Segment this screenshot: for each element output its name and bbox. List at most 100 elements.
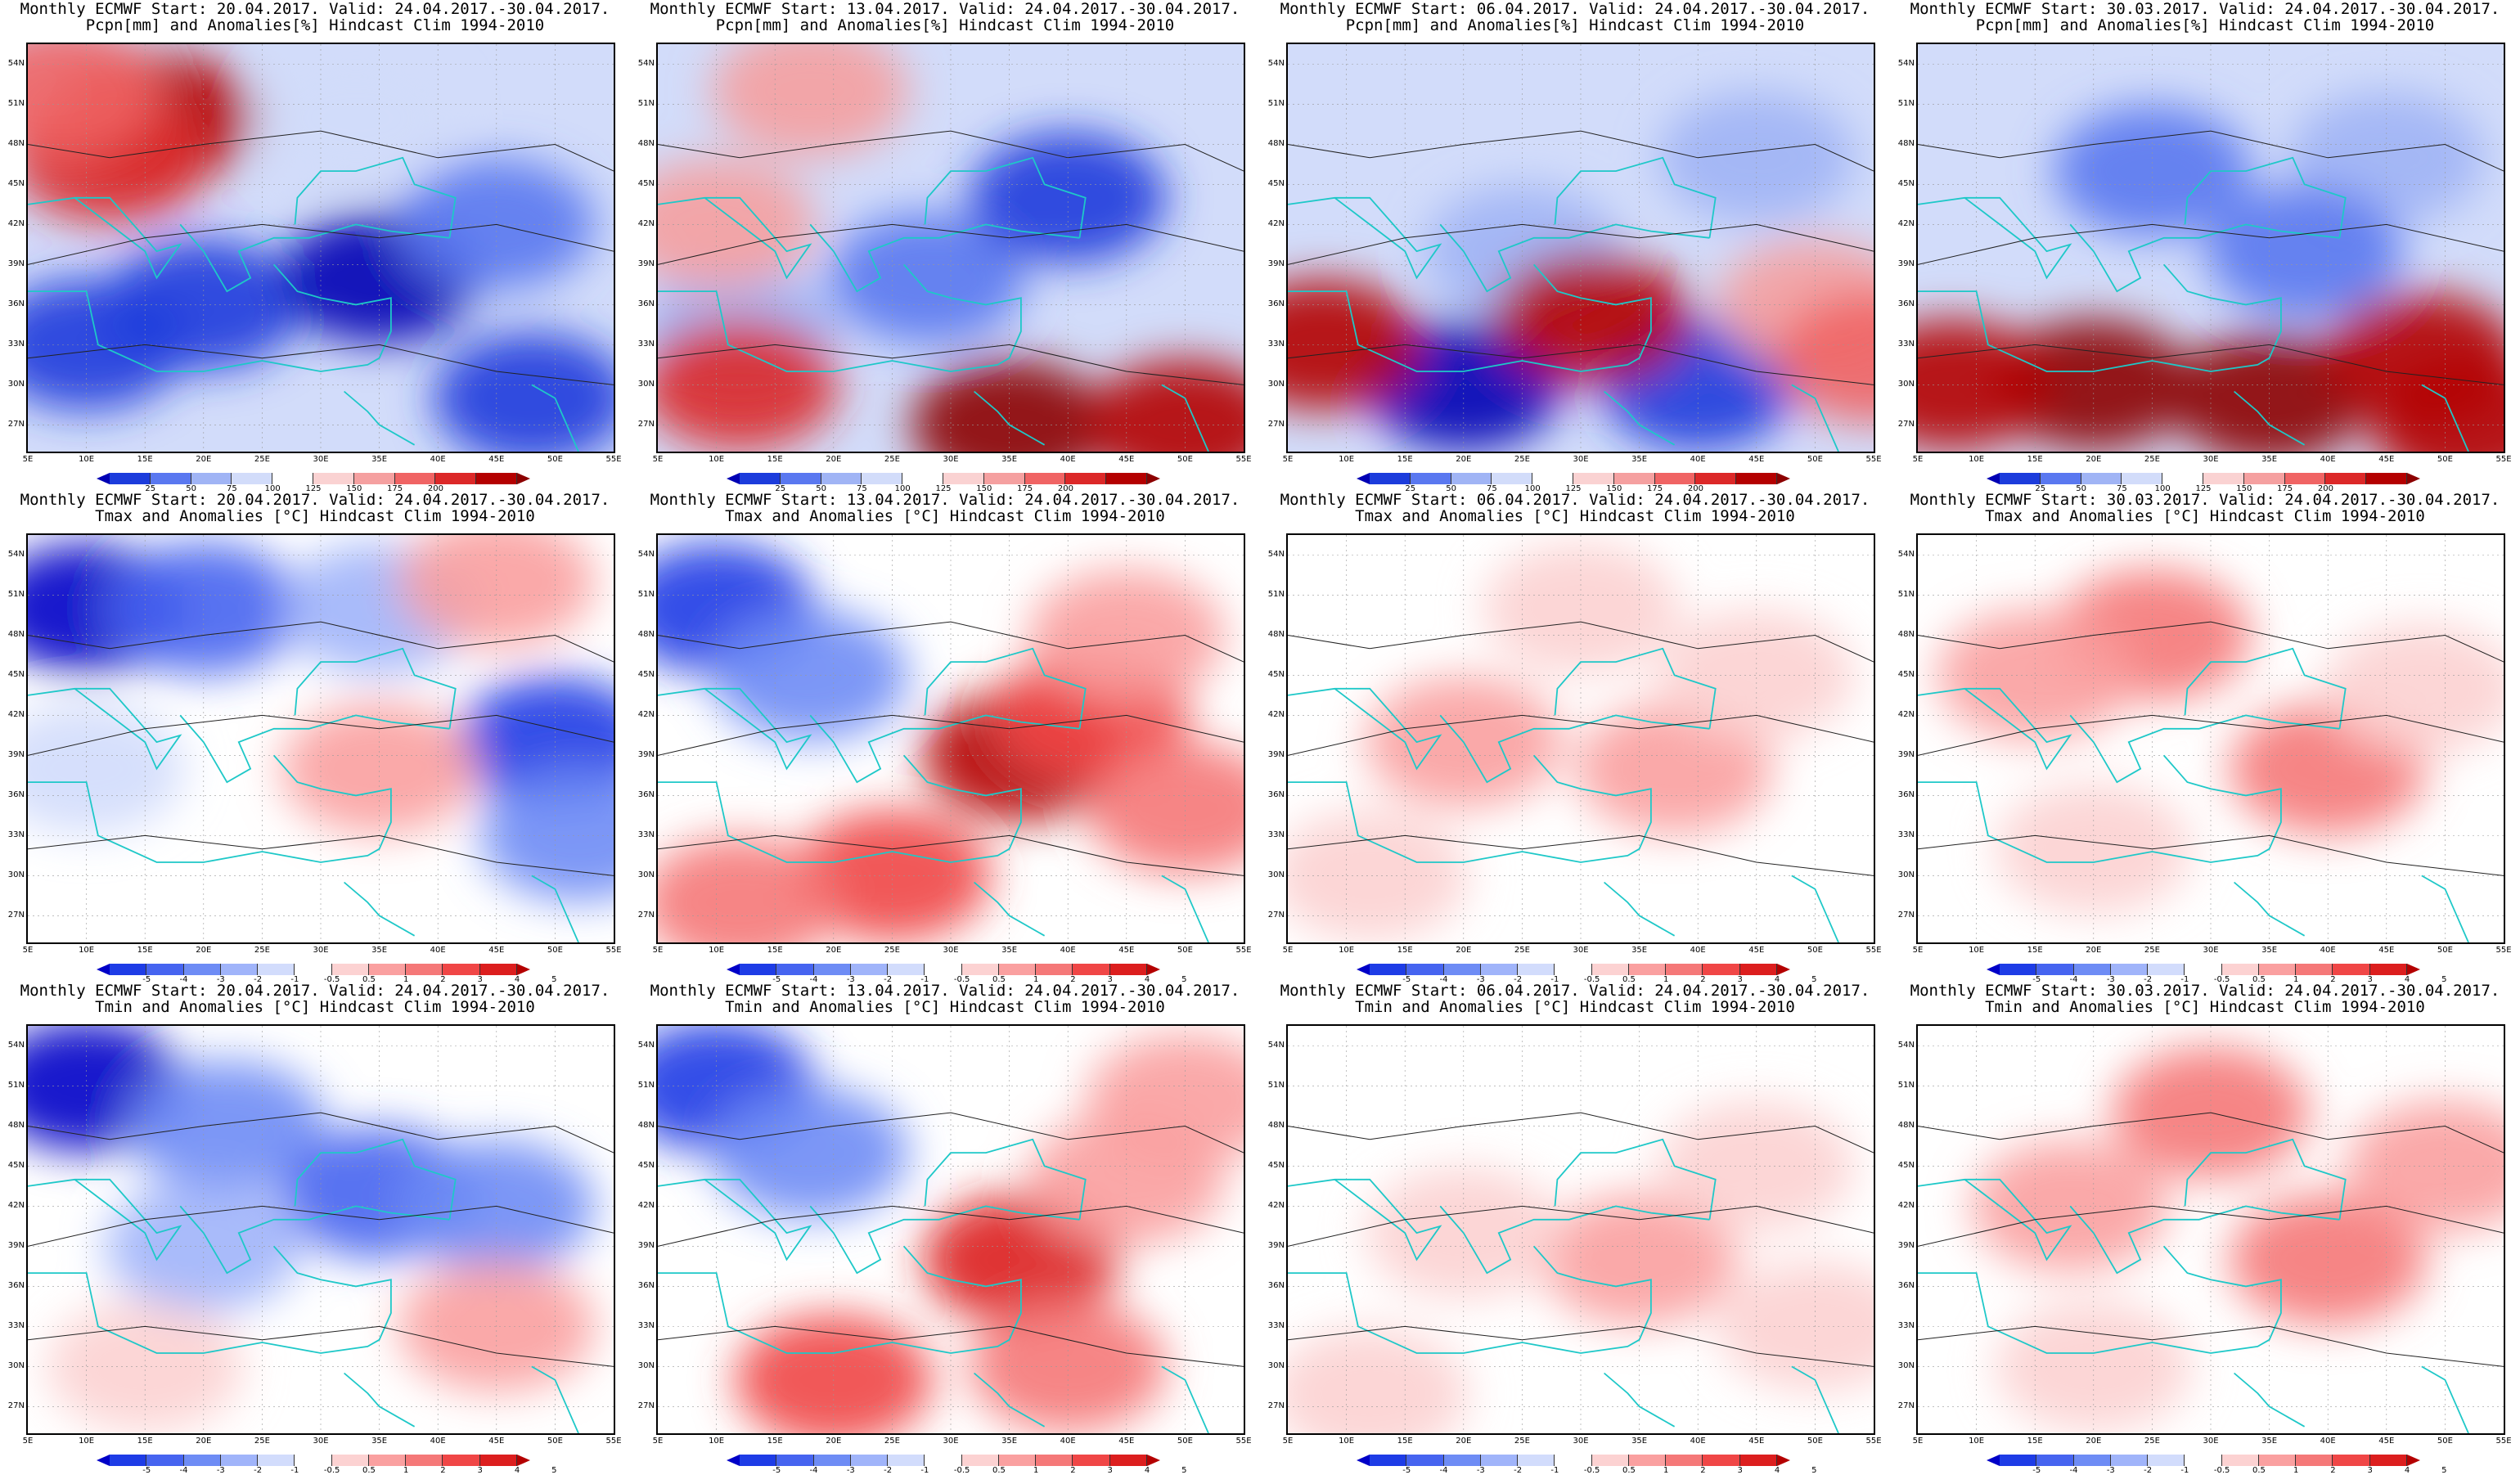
anomaly-region: [28, 44, 161, 157]
lon-label: 25E: [884, 946, 900, 955]
anomaly-region: [2054, 106, 2251, 237]
contour-line: [28, 1325, 614, 1367]
colorbar-tick-label: -4: [1439, 975, 1448, 984]
lat-label: 33N: [7, 340, 25, 349]
lat-label: 42N: [1267, 219, 1285, 229]
panel-forecast-title: Monthly ECMWF Start: 30.03.2017. Valid: …: [1910, 491, 2500, 509]
colorbar-tick-label: 75: [1487, 484, 1497, 493]
lat-label: 30N: [637, 870, 655, 880]
coastline: [294, 647, 457, 729]
lon-label: 20E: [196, 946, 212, 955]
lon-label: 40E: [1690, 455, 1706, 464]
colorbar-segment: [2122, 473, 2163, 484]
lat-label: 27N: [1267, 1401, 1285, 1411]
anomaly-map: [1286, 43, 1875, 453]
colorbar-segment: [850, 1455, 889, 1466]
colorbar-high-arrow: [2407, 1455, 2420, 1466]
anomaly-region: [128, 1060, 326, 1192]
colorbar-tick-label: -4: [2069, 1466, 2078, 1475]
anomaly-map: [1286, 533, 1875, 944]
lat-label: 39N: [1897, 1241, 1915, 1251]
coastline: [809, 714, 1080, 784]
colorbar-segment: [740, 1455, 777, 1466]
coastline: [2184, 647, 2347, 729]
colorbar-segment: [2284, 473, 2326, 484]
colorbar-tick-label: -5: [1402, 975, 1411, 984]
coastline: [974, 390, 1046, 446]
contour-line: [28, 344, 614, 385]
colorbar-segment: [2369, 1455, 2407, 1466]
anomaly-map: [656, 1024, 1245, 1435]
lat-label: 30N: [1267, 870, 1285, 880]
lat-label: 48N: [1267, 1121, 1285, 1131]
coastline: [658, 1178, 812, 1261]
lon-label: 15E: [2027, 946, 2043, 955]
colorbar-tick-label: 125: [1565, 484, 1582, 493]
lat-label: 51N: [1267, 99, 1285, 109]
lon-label: 10E: [79, 455, 95, 464]
colorbar-tick-label: -3: [846, 1466, 855, 1475]
contour-line: [658, 714, 1244, 756]
lon-label: 45E: [2378, 946, 2395, 955]
coastline: [28, 687, 182, 771]
colorbar: [97, 1455, 530, 1466]
lat-label: 48N: [1267, 139, 1285, 149]
lat-label: 42N: [7, 219, 25, 229]
lat-label: 33N: [637, 340, 655, 349]
lat-label: 39N: [1267, 1241, 1285, 1251]
colorbar-segment: [1695, 473, 1737, 484]
coastline: [974, 1372, 1046, 1428]
lat-label: 27N: [7, 420, 25, 429]
lon-label: 55E: [1235, 1437, 1252, 1446]
lon-label: 10E: [1969, 455, 1985, 464]
lat-label: 45N: [7, 179, 25, 189]
coastline: [1288, 263, 1652, 372]
lat-label: 30N: [637, 1361, 655, 1371]
lat-label: 54N: [1897, 1041, 1915, 1050]
colorbar-tick-label: 1: [403, 1466, 409, 1475]
lat-label: 33N: [1267, 340, 1285, 349]
lon-label: 35E: [2261, 946, 2278, 955]
map-panel: Monthly ECMWF Start: 30.03.2017. Valid: …: [1890, 982, 2520, 1475]
lat-label: 27N: [637, 911, 655, 920]
colorbar-segment: [813, 964, 851, 975]
colorbar-tick-label: 150: [1606, 484, 1622, 493]
colorbar-segment: [850, 964, 889, 975]
colorbar-segment: [2162, 473, 2203, 484]
lon-label: 45E: [2378, 1437, 2395, 1446]
anomaly-region: [1028, 569, 1225, 701]
lat-label: 39N: [1897, 259, 1915, 269]
coastline: [924, 1138, 1087, 1220]
lon-label: 35E: [1001, 455, 1018, 464]
colorbar-tick-label: -2: [884, 975, 893, 984]
colorbar-segment: [1518, 964, 1555, 975]
colorbar-segment: [961, 1455, 999, 1466]
colorbar-segment: [776, 1455, 814, 1466]
colorbar-tick-label: 3: [477, 1466, 483, 1475]
lon-label: 50E: [2437, 946, 2453, 955]
lat-label: 39N: [1897, 750, 1915, 760]
colorbar-segment: [740, 964, 777, 975]
coastline: [2421, 875, 2469, 942]
colorbar-tick-label: 200: [2317, 484, 2333, 493]
colorbar-tick-label: 4: [2404, 1466, 2410, 1475]
map-panel: Monthly ECMWF Start: 20.04.2017. Valid: …: [0, 491, 630, 984]
coastline: [2421, 1365, 2469, 1433]
anomaly-region: [1717, 1261, 1874, 1392]
lat-label: 33N: [1267, 830, 1285, 840]
colorbar-tick-label: 1: [403, 975, 409, 984]
coastline: [1288, 754, 1652, 863]
lat-label: 42N: [1897, 219, 1915, 229]
lat-label: 30N: [1267, 1361, 1285, 1371]
lon-label: 45E: [1748, 946, 1765, 955]
lon-label: 40E: [1060, 1437, 1076, 1446]
lon-label: 5E: [1282, 1437, 1294, 1446]
coastline: [1791, 1365, 1839, 1433]
coastline: [924, 647, 1087, 729]
map-panel: Monthly ECMWF Start: 06.04.2017. Valid: …: [1260, 0, 1890, 493]
lat-label: 45N: [637, 179, 655, 189]
lat-label: 39N: [637, 259, 655, 269]
lat-label: 48N: [7, 139, 25, 149]
coastline: [974, 881, 1046, 937]
colorbar-tick-label: 0.5: [362, 1466, 376, 1475]
